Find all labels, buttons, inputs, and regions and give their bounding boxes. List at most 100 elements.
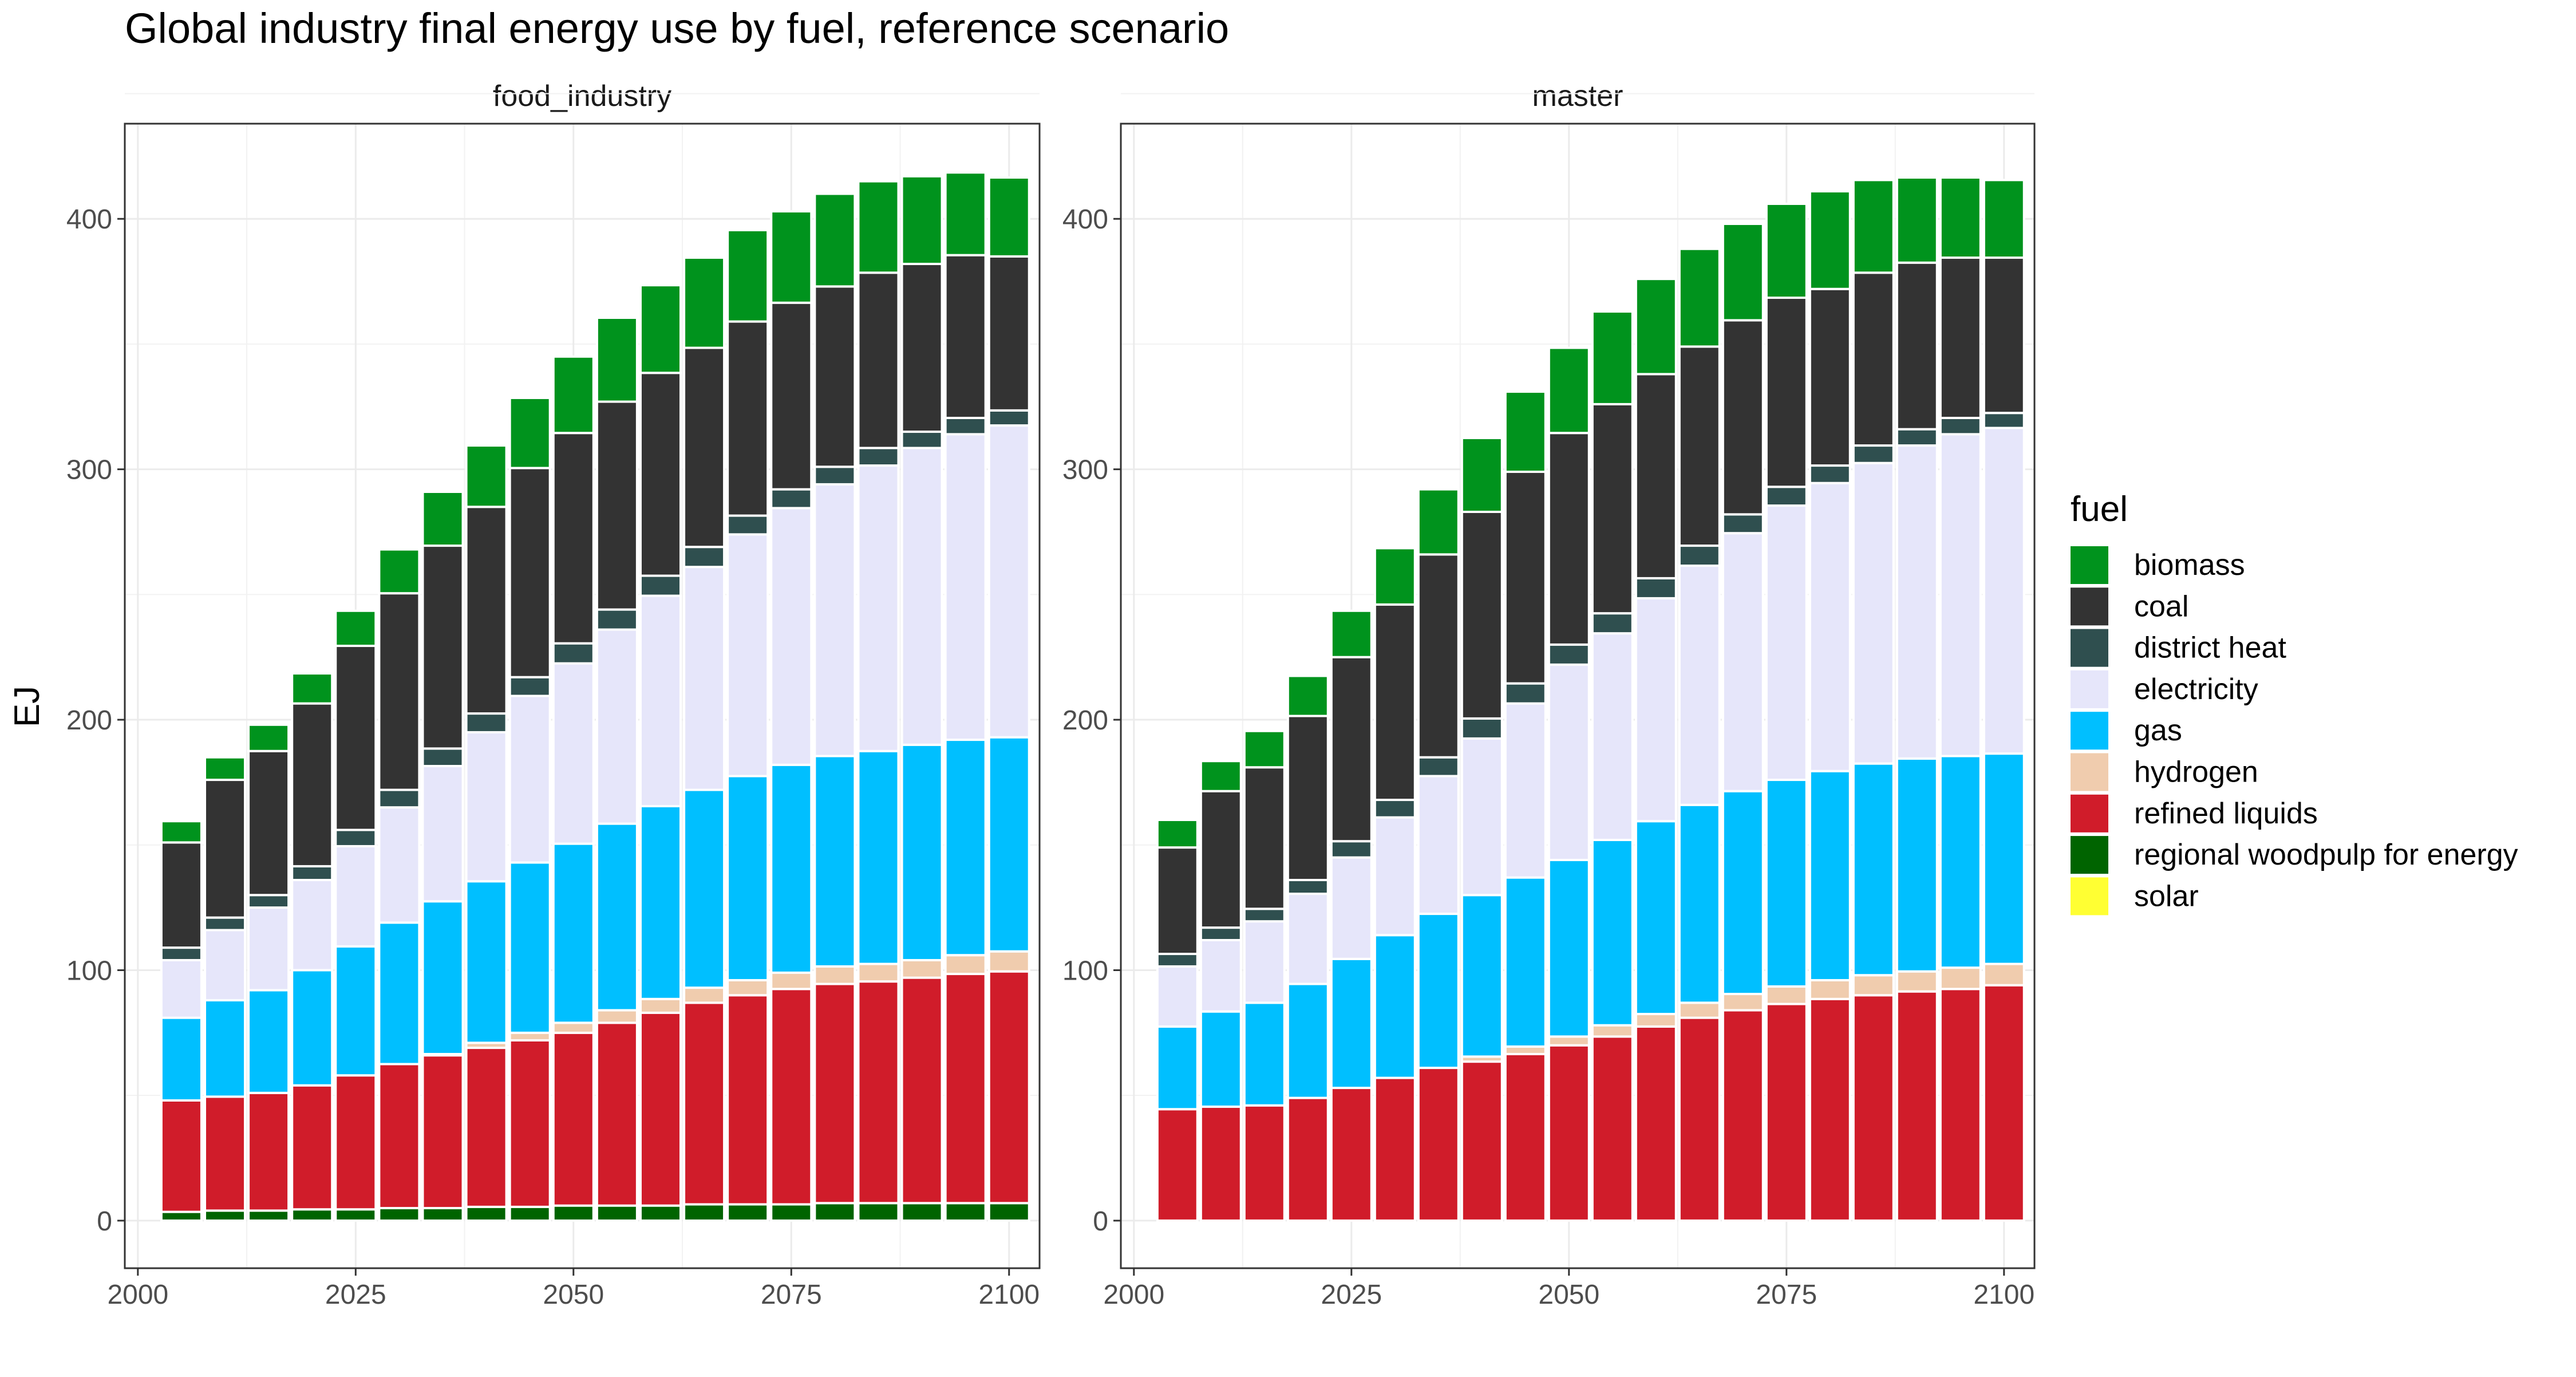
bar-segment-electricity [770, 507, 813, 766]
bar-segment-district-heat [1939, 416, 1982, 436]
bar-segment-electricity [595, 628, 638, 825]
bar-segment-electricity [1373, 816, 1416, 937]
chart-title: Global industry final energy use by fuel… [125, 5, 1229, 52]
bar-segment-district-heat [900, 431, 943, 449]
bar-segment-electricity [857, 464, 900, 752]
bar-segment-electricity [944, 433, 987, 741]
bar-segment-electricity [1591, 632, 1634, 842]
legend-item: refined liquids [2071, 794, 2318, 832]
bar-segment-gas [683, 788, 726, 989]
bar-segment-gas [508, 861, 551, 1034]
bar-segment-biomass [1591, 310, 1634, 405]
bar-segment-district-heat [1634, 577, 1677, 599]
bar-segment-gas [900, 743, 943, 961]
legend-swatch [2071, 753, 2108, 791]
bar-segment-refined-liquids [1547, 1044, 1590, 1222]
bar-segment-regional-woodpulp-for-energy [639, 1204, 682, 1222]
bar-segment-regional-woodpulp-for-energy [683, 1203, 726, 1222]
bar-segment-gas [770, 763, 813, 974]
bar-segment-hydrogen [552, 1021, 595, 1034]
bar-segment-coal [770, 301, 813, 491]
bar-segment-regional-woodpulp-for-energy [595, 1204, 638, 1222]
bar-segment-district-heat [160, 946, 203, 961]
bar-segment-refined-liquids [247, 1091, 290, 1212]
bar-segment-hydrogen [857, 962, 900, 983]
bar-segment-biomass [1982, 179, 2025, 259]
x-tick-label: 2050 [1538, 1280, 1599, 1310]
bar-segment-refined-liquids [291, 1084, 334, 1211]
bar-segment-electricity [1939, 433, 1982, 757]
bar-segment-district-heat [1591, 612, 1634, 635]
bar-segment-coal [1330, 656, 1373, 843]
bar-segment-gas [1852, 762, 1895, 977]
legend-item: electricity [2071, 670, 2258, 708]
bar-segment-coal [552, 432, 595, 645]
y-tick-label: 0 [1093, 1206, 1108, 1237]
x-tick-label: 2000 [107, 1280, 168, 1310]
bar-segment-refined-liquids [944, 973, 987, 1205]
x-tick-label: 2025 [325, 1280, 386, 1310]
bar-segment-district-heat [1156, 953, 1199, 968]
bar-segment-district-heat [291, 865, 334, 882]
bar-segment-regional-woodpulp-for-energy [900, 1202, 943, 1222]
legend-item: regional woodpulp for energy [2071, 836, 2518, 874]
bar-segment-gas [160, 1016, 203, 1102]
x-tick-label: 2000 [1103, 1280, 1164, 1310]
bar-segment-electricity [1504, 702, 1547, 879]
bar-segment-electricity [1156, 965, 1199, 1028]
bar-segment-district-heat [334, 828, 377, 847]
bar-segment-district-heat [1286, 879, 1329, 895]
bar-segment-district-heat [421, 747, 464, 767]
bar-segment-coal [160, 841, 203, 949]
bar-segment-gas [247, 989, 290, 1094]
bar-segment-electricity [378, 806, 421, 924]
bar-segment-gas [1634, 820, 1677, 1016]
bar-segment-coal [508, 467, 551, 678]
bar-segment-regional-woodpulp-for-energy [160, 1210, 203, 1222]
bar-segment-biomass [1504, 390, 1547, 474]
bar-segment-hydrogen [1895, 970, 1938, 993]
bar-segment-refined-liquids [1504, 1053, 1547, 1222]
y-tick-label: 200 [66, 705, 112, 736]
bar-segment-hydrogen [1721, 993, 1764, 1012]
bar-segment-coal [1199, 790, 1242, 929]
bar-segment-coal [944, 254, 987, 419]
bar-segment-coal [1895, 261, 1938, 431]
bar-segment-regional-woodpulp-for-energy [770, 1203, 813, 1222]
bar-segment-gas [1417, 913, 1460, 1070]
bar-segment-biomass [726, 228, 769, 323]
bar-segment-electricity [465, 731, 508, 883]
bar-segment-coal [1417, 553, 1460, 759]
bar-segment-biomass [1808, 190, 1851, 290]
bar-segment-district-heat [944, 416, 987, 436]
bar-segment-district-heat [1373, 799, 1416, 819]
bar-segment-refined-liquids [1678, 1016, 1721, 1222]
legend-label: electricity [2134, 673, 2258, 706]
bar-segment-regional-woodpulp-for-energy [813, 1202, 856, 1222]
bar-segment-electricity [204, 929, 247, 1001]
bar-segment-biomass [1634, 278, 1677, 376]
bar-segment-electricity [160, 958, 203, 1019]
bar-segment-refined-liquids [683, 1001, 726, 1206]
bar-segment-electricity [334, 845, 377, 948]
bar-segment-gas [1939, 755, 1982, 969]
bar-segment-gas [465, 880, 508, 1044]
bar-segment-refined-liquids [987, 970, 1030, 1205]
bar-segment-refined-liquids [1199, 1105, 1242, 1222]
legend-swatch [2071, 794, 2108, 832]
bar-segment-electricity [1460, 737, 1503, 897]
bar-segment-gas [639, 804, 682, 1000]
bar-segment-gas [204, 999, 247, 1098]
bar-segment-gas [552, 842, 595, 1024]
bar-segment-refined-liquids [1330, 1087, 1373, 1222]
bar-segment-gas [1591, 839, 1634, 1027]
bar-segment-coal [421, 545, 464, 750]
bar-segment-biomass [1721, 222, 1764, 322]
x-tick-label: 2025 [1321, 1280, 1382, 1310]
bar-segment-electricity [247, 906, 290, 992]
bar-segment-district-heat [465, 712, 508, 733]
bar-segment-hydrogen [726, 979, 769, 997]
bar-segment-district-heat [1678, 545, 1721, 567]
bar-segment-refined-liquids [378, 1063, 421, 1210]
